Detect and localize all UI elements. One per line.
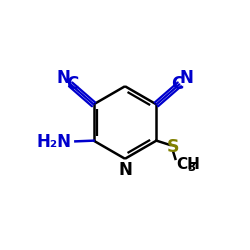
Text: N: N (57, 68, 70, 87)
Text: S: S (167, 138, 180, 156)
Text: H₂N: H₂N (37, 133, 72, 151)
Text: C: C (66, 75, 78, 93)
Text: N: N (118, 161, 132, 179)
Text: 3: 3 (187, 161, 195, 174)
Text: N: N (180, 68, 193, 87)
Text: CH: CH (176, 158, 200, 172)
Text: C: C (172, 75, 184, 93)
